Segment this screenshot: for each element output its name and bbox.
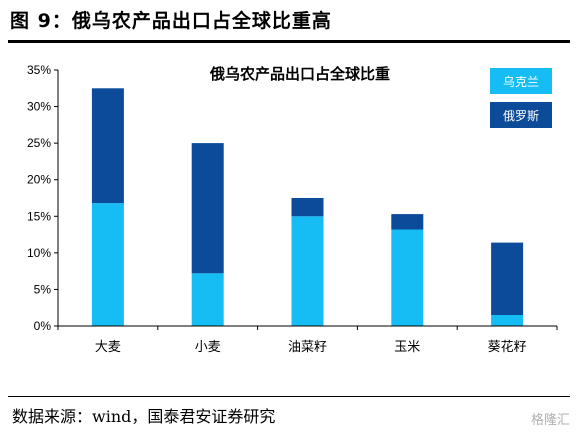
legend-label-russia: 俄罗斯 [503,109,539,123]
bar-ukraine-1 [91,203,124,326]
y-tick-label: 10% [27,246,51,260]
legend-label-ukraine: 乌克兰 [503,74,539,89]
chart-title: 俄乌农产品出口占全球比重 [209,65,390,83]
watermark-logo: 格隆汇 [530,413,570,428]
x-tick-label: 玉米 [394,340,420,355]
y-tick-label: 30% [27,100,51,114]
bar-russia-3 [291,198,324,217]
y-tick-label: 25% [27,136,51,150]
source-note: 数据来源：wind，国泰君安证券研究 [12,407,276,426]
bar-ukraine-4 [391,229,424,326]
figure-title: 图 9：俄乌农产品出口占全球比重高 [10,10,332,32]
x-tick-label: 油菜籽 [288,340,327,355]
x-tick-label: 葵花籽 [488,339,527,355]
y-tick-label: 35% [27,63,51,77]
axes-layer: 大麦 小麦 油菜籽 玉米 葵花籽 0% 5% 10% 15% 20% 25% 30% 35% [27,63,558,355]
y-tick-label: 15% [27,209,51,223]
title-rule [8,40,570,43]
bars-layer [91,88,524,326]
bar-russia-4 [391,214,424,230]
bar-russia-2 [191,143,224,274]
bar-russia-5 [491,242,524,315]
bar-ukraine-5 [491,315,524,326]
bar-chart: 俄乌农产品出口占全球比重 大麦 小麦 油菜籽 玉米 葵花籽 0% 5% 10% 15% 20% 25… [27,63,558,355]
y-tick-label: 20% [27,173,51,187]
y-tick-label: 5% [34,282,52,296]
x-tick-label: 小麦 [195,340,221,355]
source-rule [8,396,570,397]
bar-ukraine-3 [291,216,324,326]
legend-box-russia [490,102,552,128]
bar-russia-1 [91,88,124,204]
x-tick-label: 大麦 [95,340,121,355]
y-tick-label: 0% [34,319,52,333]
legend-box-ukraine [490,68,552,94]
bar-ukraine-2 [191,273,224,326]
legend: 乌克兰 俄罗斯 [490,68,552,128]
